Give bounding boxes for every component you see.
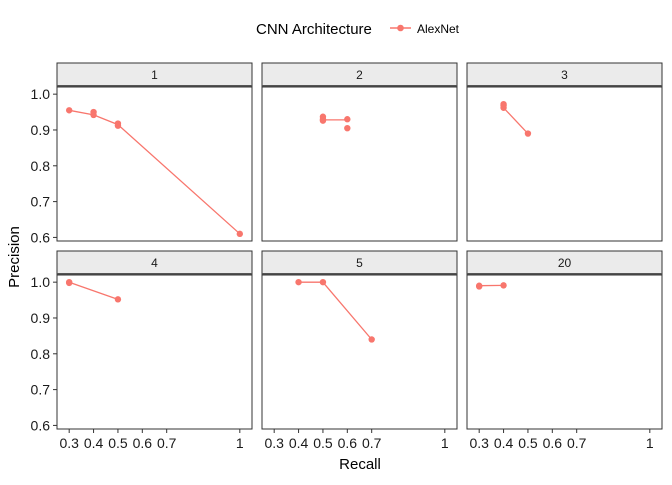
x-tick-label: 0.7 [362,435,382,451]
data-point [500,105,506,111]
x-tick-label: 0.4 [289,435,309,451]
legend-key-point [397,25,404,32]
data-point [344,125,350,131]
x-tick-label: 0.6 [338,435,358,451]
y-tick-label: 1.0 [31,86,51,102]
data-point [66,280,72,286]
y-tick-label: 0.8 [31,158,51,174]
x-tick-label: 0.4 [494,435,514,451]
x-tick-label: 1 [236,435,244,451]
strip-label: 2 [356,68,363,82]
data-point [320,279,326,285]
strip-label: 5 [356,256,363,270]
y-tick-label: 0.7 [31,194,51,210]
x-tick-label: 0.5 [313,435,333,451]
data-point [368,336,374,342]
data-point [344,116,350,122]
panel-border [57,275,252,429]
x-tick-label: 1 [441,435,449,451]
data-point [320,117,326,123]
y-tick-label: 0.6 [31,417,51,433]
x-axis-title: Recall [339,456,381,473]
legend-label-alexnet: AlexNet [417,22,460,36]
x-tick-label: 1 [646,435,654,451]
panel-1: 1 0.6 0.7 0.8 0.9 1.0 [31,63,252,245]
strip-label: 4 [151,256,158,270]
x-tick-label: 0.5 [108,435,128,451]
x-tick-label: 0.3 [264,435,284,451]
y-tick-label: 0.9 [31,122,51,138]
data-point [115,296,121,302]
panel-2: 2 [262,63,457,241]
x-tick-label: 0.3 [59,435,79,451]
panel-3: 3 [467,63,662,241]
panel-border [262,275,457,429]
strip-label: 20 [558,256,572,270]
legend-title: CNN Architecture [256,21,372,38]
panel-border [262,87,457,241]
x-tick-label: 0.7 [157,435,177,451]
data-point [525,130,531,136]
legend: CNN Architecture AlexNet [256,21,460,38]
x-tick-label: 0.3 [469,435,489,451]
y-axis-title: Precision [6,226,23,288]
x-tick-label: 0.7 [567,435,587,451]
data-point [66,107,72,113]
strip-label: 1 [151,68,158,82]
y-tick-label: 0.9 [31,310,51,326]
panel-border [467,87,662,241]
panel-border [467,275,662,429]
x-tick-label: 0.4 [84,435,104,451]
data-point [295,279,301,285]
data-point [500,282,506,288]
y-tick-label: 1.0 [31,274,51,290]
x-tick-label: 0.6 [543,435,563,451]
y-tick-label: 0.8 [31,346,51,362]
data-point [90,112,96,118]
x-tick-label: 0.6 [133,435,153,451]
strip-label: 3 [561,68,568,82]
y-tick-label: 0.7 [31,382,51,398]
x-tick-label: 0.5 [518,435,538,451]
y-tick-label: 0.6 [31,229,51,245]
data-point [237,231,243,237]
data-point [476,283,482,289]
data-point [115,122,121,128]
